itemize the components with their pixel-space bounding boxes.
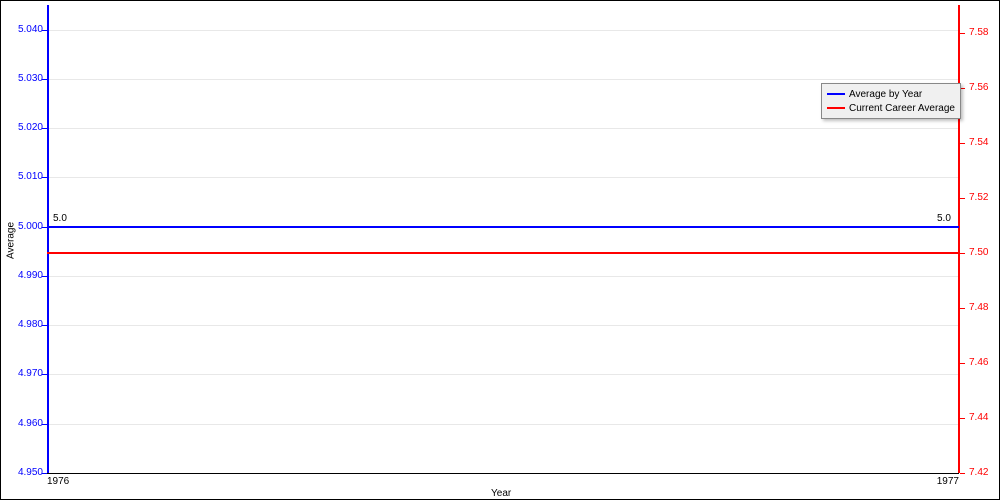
right-tick [960,198,965,199]
x-tick-label: 1977 [929,476,959,487]
left-tick-label: 4.970 [9,368,43,379]
right-tick [960,473,965,474]
gridline [47,424,959,425]
right-axis-line [958,5,960,473]
gridline [47,177,959,178]
left-tick-label: 4.990 [9,270,43,281]
legend-label: Current Career Average [849,103,955,114]
right-tick-label: 7.58 [969,27,988,38]
gridline [47,374,959,375]
left-tick-label: 5.040 [9,24,43,35]
series-point-label: 5.0 [937,213,951,224]
x-axis-line [47,473,959,474]
right-tick [960,253,965,254]
legend-swatch [827,93,845,95]
left-tick-label: 5.030 [9,73,43,84]
y-axis-label: Average [6,221,17,261]
left-axis-line [47,5,49,473]
right-tick-label: 7.44 [969,412,988,423]
x-tick-label: 1976 [47,476,77,487]
right-tick-label: 7.56 [969,82,988,93]
legend-item: Current Career Average [827,101,955,115]
right-tick [960,363,965,364]
x-axis-label: Year [491,488,511,499]
right-tick-label: 7.48 [969,302,988,313]
average-chart: 4.9504.9604.9704.9804.9905.0005.0105.020… [0,0,1000,500]
series-line-1 [47,252,959,254]
right-tick-label: 7.42 [969,467,988,478]
legend-label: Average by Year [849,89,922,100]
right-tick [960,308,965,309]
right-tick [960,33,965,34]
right-tick-label: 7.46 [969,357,988,368]
right-tick [960,143,965,144]
left-tick-label: 4.960 [9,418,43,429]
left-tick-label: 5.020 [9,122,43,133]
gridline [47,79,959,80]
right-tick [960,418,965,419]
legend-item: Average by Year [827,87,955,101]
gridline [47,30,959,31]
legend-swatch [827,107,845,109]
series-point-label: 5.0 [53,213,67,224]
right-tick-label: 7.52 [969,192,988,203]
gridline [47,325,959,326]
gridline [47,276,959,277]
left-tick-label: 4.980 [9,319,43,330]
legend: Average by Year Current Career Average [821,83,961,119]
right-tick-label: 7.50 [969,247,988,258]
right-tick-label: 7.54 [969,137,988,148]
series-line-0 [47,226,959,228]
left-tick-label: 4.950 [9,467,43,478]
gridline [47,128,959,129]
left-tick-label: 5.010 [9,171,43,182]
